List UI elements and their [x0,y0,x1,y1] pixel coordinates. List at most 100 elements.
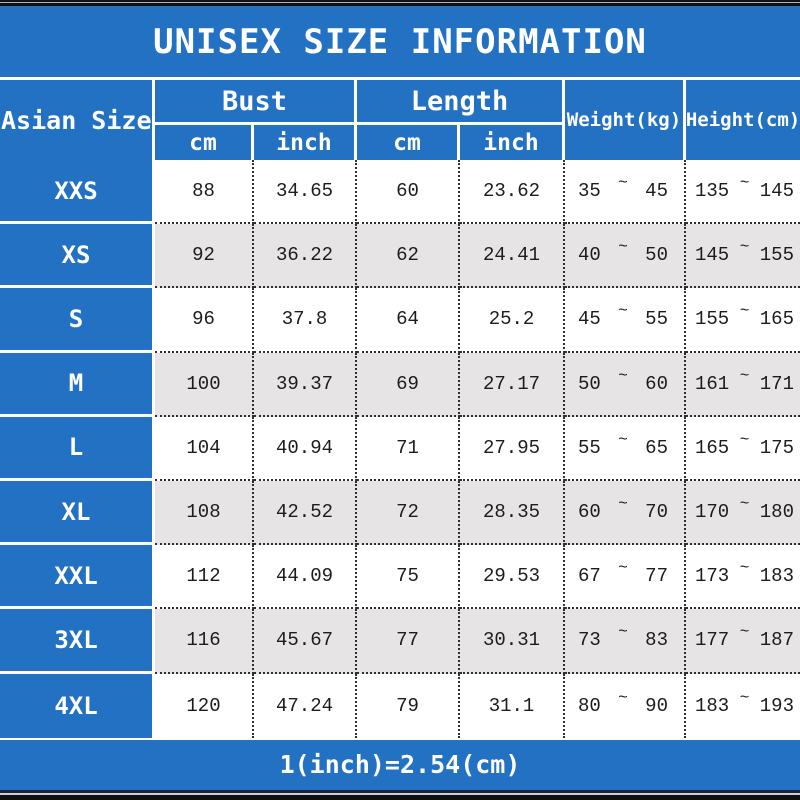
length-cm-cell: 77 [357,609,460,674]
length-cm-cell: 71 [357,416,460,481]
weight-range-cell: 73 ~83 [565,609,686,674]
bust-cm-cell: 108 [155,480,254,546]
weight-range-cell: 35 ~45 [565,160,686,225]
weight-range-cell: 40 ~50 [565,224,686,289]
tilde-separator: ~ [739,366,750,385]
tilde-separator: ~ [618,366,628,385]
header-asian-size: Asian Size [0,80,152,160]
weight-range-cell-min: 50 [578,372,601,395]
header-length-inch: inch [460,125,562,160]
tilde-separator: ~ [739,430,750,449]
tilde-separator: ~ [618,623,628,642]
tilde-separator: ~ [618,495,628,514]
length-cm-cell: 62 [357,224,460,289]
weight-range-cell-min: 80 [578,694,601,717]
height-range-cell-max: 193 [759,694,794,717]
conversion-note: 1(inch)=2.54(cm) [279,750,521,780]
weight-range-cell-min: 67 [578,565,601,588]
weight-range-cell-max: 83 [645,629,668,652]
length-inch-cell: 27.17 [460,352,565,417]
weight-range-cell-max: 60 [645,372,668,395]
table-body: XXS 88 34.65 60 23.62 35 ~45 135 ~145 XS 92 36.22 62… [0,160,800,738]
weight-range-cell-max: 50 [645,244,668,267]
weight-range-cell: 45 ~55 [565,288,686,353]
table-row: 3XL 116 45.67 77 30.31 73 ~83 177 ~187 [0,609,800,674]
height-range-cell-max: 183 [759,565,794,588]
bust-inch-cell: 34.65 [254,160,357,225]
tilde-separator: ~ [739,238,750,257]
length-cm-cell: 72 [357,480,460,546]
height-range-cell-min: 155 [695,308,730,331]
bust-cm-cell: 100 [155,352,254,417]
weight-range-cell: 50 ~60 [565,352,686,417]
table-row: S 96 37.8 64 25.2 45 ~55 155 ~165 [0,288,800,353]
height-range-cell: 155 ~165 [686,288,800,353]
tilde-separator: ~ [739,302,750,321]
weight-range-cell-max: 90 [645,694,668,717]
height-range-cell-min: 170 [695,501,730,524]
weight-range-cell-max: 70 [645,501,668,524]
height-range-cell: 161 ~171 [686,352,800,417]
bust-inch-cell: 44.09 [254,545,357,610]
table-row: XXS 88 34.65 60 23.62 35 ~45 135 ~145 [0,160,800,225]
length-inch-cell: 28.35 [460,480,565,546]
height-range-cell-max: 175 [759,436,794,459]
header-weight-kg: Weight(kg) [565,80,683,160]
size-label-cell: S [0,288,155,353]
bust-cm-cell: 96 [155,288,254,353]
size-label-cell: XS [0,224,155,289]
height-range-cell-max: 165 [759,308,794,331]
table-row: L 104 40.94 71 27.95 55 ~65 165 ~175 [0,416,800,481]
bust-cm-cell: 88 [155,160,254,225]
weight-range-cell-max: 45 [645,180,668,203]
height-range-cell-max: 171 [759,372,794,395]
title-band: UNISEX SIZE INFORMATION [0,6,800,77]
length-inch-cell: 31.1 [460,673,565,738]
height-range-cell-max: 155 [759,244,794,267]
size-label-cell: 4XL [0,673,155,738]
table-row: XXL 112 44.09 75 29.53 67 ~77 173 ~183 [0,545,800,610]
bust-inch-cell: 42.52 [254,480,357,546]
weight-range-cell-max: 65 [645,436,668,459]
size-label-cell: XXL [0,545,155,610]
weight-range-cell-min: 40 [578,244,601,267]
header-height-cm: Height(cm) [686,80,800,160]
tilde-separator: ~ [739,559,750,578]
bust-cm-cell: 92 [155,224,254,289]
size-label-cell: 3XL [0,609,155,674]
tilde-separator: ~ [618,559,628,578]
bust-cm-cell: 120 [155,673,254,738]
weight-range-cell: 55 ~65 [565,416,686,481]
length-inch-cell: 30.31 [460,609,565,674]
bust-cm-cell: 104 [155,416,254,481]
length-cm-cell: 75 [357,545,460,610]
length-inch-cell: 24.41 [460,224,565,289]
table-row: XL 108 42.52 72 28.35 60 ~70 170 ~180 [0,480,800,546]
weight-range-cell-max: 55 [645,308,668,331]
height-range-cell-max: 180 [759,501,794,524]
height-range-cell-min: 173 [695,565,730,588]
length-inch-cell: 23.62 [460,160,565,225]
header-bust-cm: cm [155,125,251,160]
bust-inch-cell: 36.22 [254,224,357,289]
height-range-cell: 145 ~155 [686,224,800,289]
weight-range-cell-min: 60 [578,501,601,524]
size-label-cell: XL [0,480,155,546]
length-cm-cell: 69 [357,352,460,417]
size-label-cell: M [0,352,155,417]
footer-band: 1(inch)=2.54(cm) [0,737,800,790]
weight-range-cell-max: 77 [645,565,668,588]
height-range-cell-min: 135 [695,180,730,203]
table-header: Asian Size Bust Length Weight(kg) Height… [0,77,800,160]
weight-range-cell-min: 35 [578,180,601,203]
height-range-cell: 177 ~187 [686,609,800,674]
height-range-cell: 173 ~183 [686,545,800,610]
header-group-bust: Bust [155,80,354,122]
bust-inch-cell: 45.67 [254,609,357,674]
bust-cm-cell: 116 [155,609,254,674]
height-range-cell-max: 145 [759,180,794,203]
tilde-separator: ~ [739,623,750,642]
bust-inch-cell: 37.8 [254,288,357,353]
tilde-separator: ~ [618,238,628,257]
size-label-cell: L [0,416,155,481]
